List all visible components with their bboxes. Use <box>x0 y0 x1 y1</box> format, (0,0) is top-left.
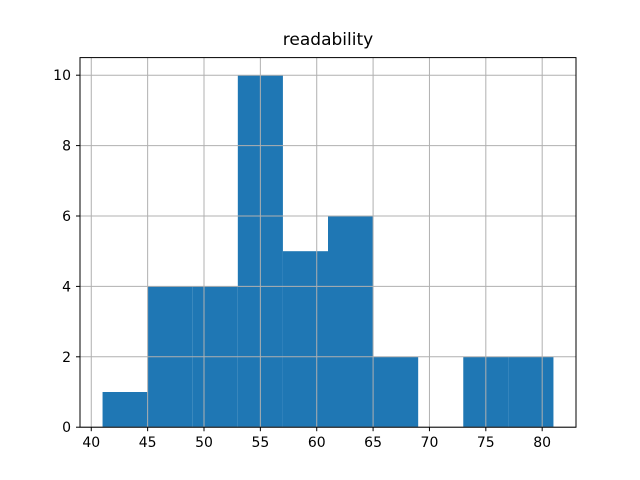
y-tick-label: 6 <box>62 209 71 225</box>
histogram-bar <box>102 392 148 428</box>
x-tick-label: 45 <box>139 435 157 451</box>
x-tick-label: 65 <box>364 435 382 451</box>
x-tick-label: 50 <box>195 435 213 451</box>
histogram-bar <box>328 216 374 428</box>
y-tick-label: 2 <box>62 350 71 366</box>
x-tick-label: 70 <box>421 435 439 451</box>
y-tick-label: 8 <box>62 139 71 155</box>
y-tick-label: 4 <box>62 279 71 295</box>
histogram-bar <box>373 356 419 428</box>
y-tick-label: 0 <box>62 420 71 436</box>
plot-border <box>79 57 577 428</box>
histogram-bar <box>282 251 328 428</box>
histogram-bar <box>508 356 554 428</box>
x-tick-label: 75 <box>477 435 495 451</box>
x-tick-label: 60 <box>308 435 326 451</box>
y-tick-label: 10 <box>53 68 71 84</box>
x-tick-label: 55 <box>251 435 269 451</box>
x-tick-label: 40 <box>82 435 100 451</box>
chart-title: readability <box>282 30 374 50</box>
x-tick-label: 80 <box>533 435 551 451</box>
